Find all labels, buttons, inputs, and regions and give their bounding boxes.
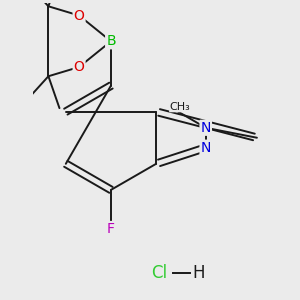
Text: N: N: [200, 121, 211, 135]
Text: CH₃: CH₃: [170, 102, 190, 112]
Text: F: F: [107, 222, 115, 236]
Text: H: H: [193, 264, 205, 282]
Text: O: O: [74, 60, 85, 74]
Text: N: N: [200, 141, 211, 155]
Text: B: B: [106, 34, 116, 48]
Text: O: O: [74, 8, 85, 22]
Text: Cl: Cl: [151, 264, 167, 282]
